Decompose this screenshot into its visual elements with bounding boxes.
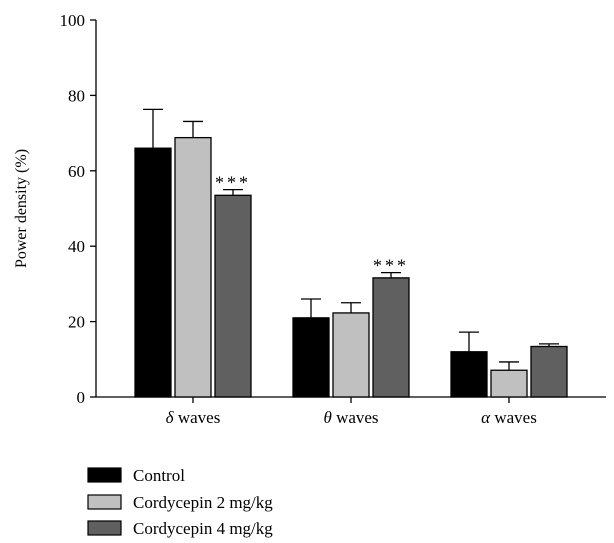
legend: Control Cordycepin 2 mg/kg Cordycepin 4 mg… — [87, 466, 273, 538]
bars: *** *** — [134, 108, 568, 398]
y-tick-label: 20 — [68, 313, 85, 332]
bar — [292, 317, 330, 398]
legend-swatch — [87, 520, 122, 536]
legend-label: Cordycepin 4 mg/kg — [133, 519, 273, 538]
y-tick-label: 60 — [68, 162, 85, 181]
x-tick-label: α waves — [481, 408, 537, 427]
legend-label: Cordycepin 2 mg/kg — [133, 493, 273, 512]
x-tick-label: θ waves — [323, 408, 378, 427]
significance-label: *** — [373, 256, 409, 276]
bar — [490, 369, 528, 398]
axes: 0 20 40 60 80 100 Power density (%) δ waves θ wa… — [13, 11, 606, 427]
y-tick-label: 40 — [68, 237, 85, 256]
legend-swatch — [87, 494, 122, 510]
bar — [134, 147, 172, 398]
bar — [450, 351, 488, 398]
x-tick-label: δ waves — [166, 408, 221, 427]
y-tick-label: 100 — [60, 11, 86, 30]
y-tick-label: 0 — [77, 388, 86, 407]
legend-label: Control — [133, 466, 185, 485]
significance-label: *** — [215, 173, 251, 193]
y-tick-label: 80 — [68, 86, 85, 105]
bar — [530, 345, 568, 398]
bar — [174, 136, 212, 398]
legend-swatch — [87, 467, 122, 483]
bar — [372, 277, 410, 398]
bar — [214, 194, 252, 398]
bar — [332, 312, 370, 398]
y-axis-label: Power density (%) — [13, 149, 30, 268]
